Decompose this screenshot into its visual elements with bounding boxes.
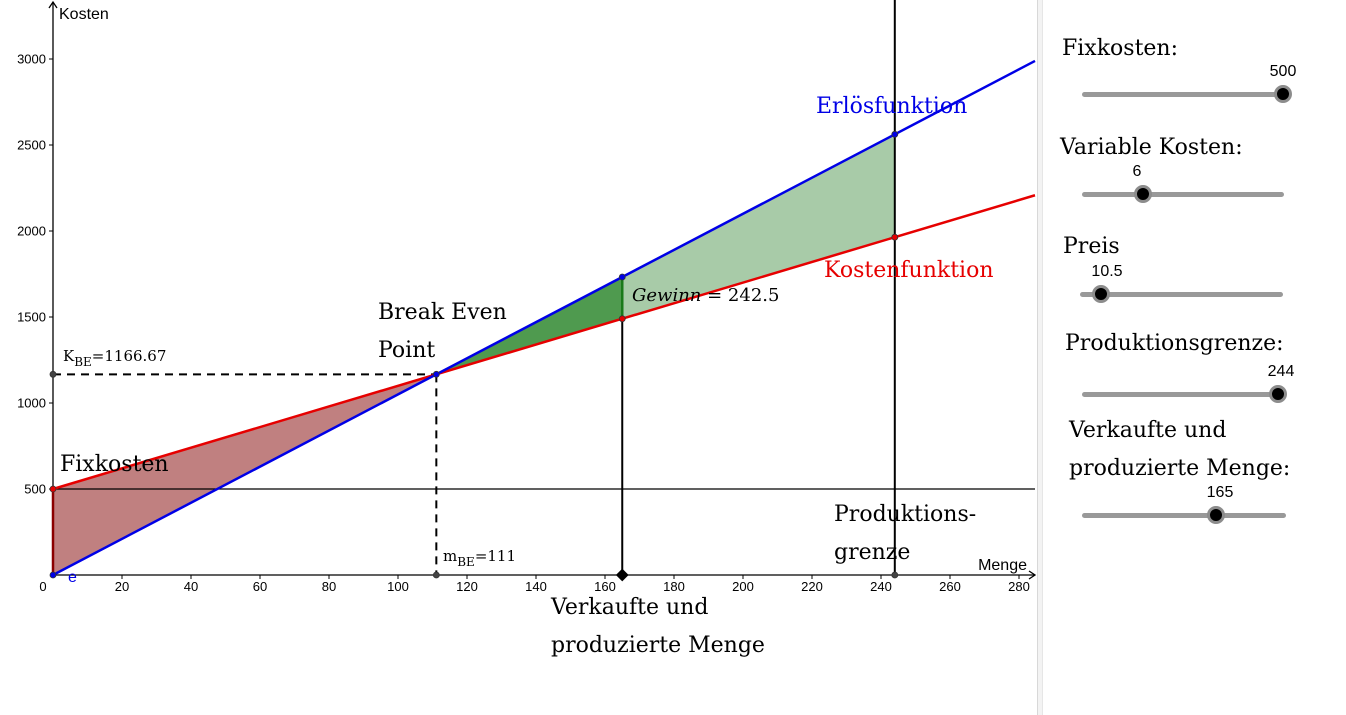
x-tick-label-140: 140: [525, 579, 547, 594]
slider-produktionsgrenze-track[interactable]: [1082, 392, 1284, 397]
slider-fixkosten-label: Fixkosten:: [1062, 36, 1179, 61]
k-be-label: KBE=1166.67: [63, 347, 166, 369]
point-cost-at-limit: [891, 233, 899, 241]
slider-variable-kosten-value: 6: [1132, 163, 1142, 180]
panel-divider[interactable]: [1037, 0, 1043, 715]
x-tick-label-200: 200: [732, 579, 754, 594]
x-tick-label-80: 80: [322, 579, 336, 594]
break-even-label-line1: Break Even: [378, 300, 507, 325]
fixkosten-label: Fixkosten: [60, 452, 169, 477]
y-tick-label-2500: 2500: [17, 138, 46, 153]
erloesfunktion-label: Erlösfunktion: [816, 94, 967, 119]
point-break-even: [432, 370, 440, 378]
x-tick-label-260: 260: [939, 579, 961, 594]
slider-menge-track[interactable]: [1082, 513, 1286, 518]
x-tick-label-20: 20: [115, 579, 129, 594]
slider-panel: Fixkosten: 500 Variable Kosten: 6 Preis …: [1043, 0, 1346, 715]
m-be-label: mBE=111: [443, 547, 516, 569]
point-revenue-at-quantity: [618, 273, 626, 281]
production-limit-label-line2: grenze: [834, 540, 910, 565]
quantity-label-line1: Verkaufte und: [550, 595, 708, 620]
point-cost-at-quantity: [618, 315, 626, 323]
y-axis-label: Kosten: [59, 6, 109, 23]
production-limit-label-line1: Produktions-: [834, 502, 976, 527]
y-tick-label-2000: 2000: [17, 224, 46, 239]
slider-produktionsgrenze-knob[interactable]: [1269, 385, 1287, 403]
x-tick-label-280: 280: [1008, 579, 1030, 594]
y-tick-label-1000: 1000: [17, 396, 46, 411]
erloesfunktion-line: [52, 59, 1036, 577]
slider-produktionsgrenze-label: Produktionsgrenze:: [1065, 331, 1284, 356]
graph-view[interactable]: Menge Kosten 0 20 40 60 80 100 120 140 160 180 200 22…: [0, 0, 1036, 715]
point-m-be: [432, 571, 440, 579]
y-tick-label-1500: 1500: [17, 310, 46, 325]
slider-preis-track[interactable]: [1080, 292, 1283, 297]
point-fixed-cost: [49, 485, 57, 493]
slider-variable-kosten-track[interactable]: [1082, 192, 1284, 197]
kostenfunktion-label: Kostenfunktion: [824, 258, 994, 283]
kostenfunktion-line: [52, 194, 1036, 491]
slider-produktionsgrenze-value: 244: [1267, 363, 1295, 380]
point-revenue-at-limit: [891, 130, 899, 138]
slider-fixkosten-value: 500: [1269, 63, 1297, 80]
slider-fixkosten-knob[interactable]: [1274, 85, 1292, 103]
slider-menge-label-line2: produzierte Menge:: [1069, 456, 1291, 481]
slider-preis-label: Preis: [1063, 234, 1120, 259]
point-k-be: [49, 370, 57, 378]
slider-variable-kosten-knob[interactable]: [1134, 185, 1152, 203]
slider-menge-knob[interactable]: [1207, 506, 1225, 524]
quantity-label-line2: produzierte Menge: [551, 633, 765, 658]
slider-variable-kosten-label: Variable Kosten:: [1060, 135, 1243, 160]
x-tick-label-180: 180: [663, 579, 685, 594]
break-even-label-line2: Point: [378, 338, 435, 363]
x-tick-label-220: 220: [801, 579, 823, 594]
point-origin: [49, 571, 57, 579]
x-axis-label: Menge: [978, 557, 1027, 574]
x-tick-label-100: 100: [387, 579, 409, 594]
y-tick-label-500: 500: [24, 482, 46, 497]
y-tick-label-3000: 3000: [17, 52, 46, 67]
gewinn-label: Gewinn = 242.5: [632, 285, 779, 306]
point-production-limit: [891, 571, 899, 579]
slider-menge-label-line1: Verkaufte und: [1069, 418, 1227, 443]
slider-preis-knob[interactable]: [1092, 285, 1110, 303]
slider-menge-value: 165: [1206, 484, 1234, 501]
x-tick-label-160: 160: [594, 579, 616, 594]
slider-fixkosten-track[interactable]: [1082, 92, 1284, 97]
x-tick-label-60: 60: [253, 579, 267, 594]
x-tick-label-240: 240: [870, 579, 892, 594]
slider-preis-value: 10.5: [1091, 263, 1123, 280]
x-tick-label-0: 0: [39, 579, 46, 594]
x-tick-label-120: 120: [456, 579, 478, 594]
x-tick-label-40: 40: [184, 579, 198, 594]
origin-point-label: e: [68, 569, 77, 586]
x-axis-arrow: [1028, 570, 1036, 580]
y-axis-arrow: [48, 0, 58, 9]
point-quantity-marker: [615, 568, 629, 582]
